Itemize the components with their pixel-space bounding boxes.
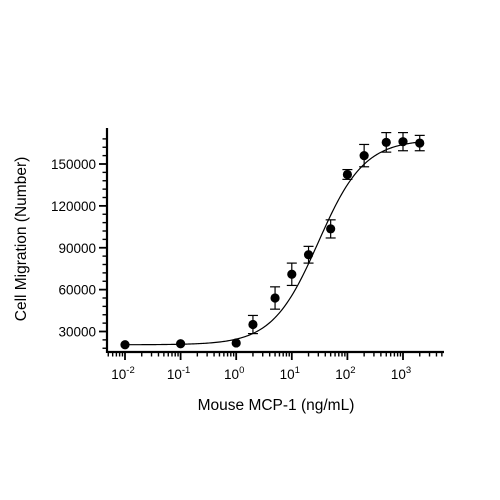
x-tick-label: 100 xyxy=(224,365,244,382)
data-point xyxy=(326,224,336,234)
data-point xyxy=(381,137,391,147)
fit-curve-layer xyxy=(125,141,420,346)
x-tick-label: 102 xyxy=(335,365,355,382)
y-axis-title: Cell Migration (Number) xyxy=(13,157,30,322)
data-point xyxy=(359,151,369,161)
data-point xyxy=(303,250,314,260)
y-axis: 30000 60000 90000 120000 150000 xyxy=(51,128,109,353)
x-tick-label: 10-2 xyxy=(111,365,134,382)
data-point xyxy=(176,339,186,349)
data-point xyxy=(342,169,352,180)
data-point xyxy=(270,293,280,303)
y-tick-label: 90000 xyxy=(58,241,96,256)
fit-curve xyxy=(125,141,420,346)
x-axis: 10-2 10-1 100 101 102 103 xyxy=(107,350,444,382)
y-tick-label: 150000 xyxy=(51,157,96,172)
y-tick-label: 30000 xyxy=(58,325,96,340)
data-point xyxy=(287,269,297,279)
y-tick-label: 60000 xyxy=(58,283,96,298)
data-point xyxy=(231,338,241,348)
y-tick-label: 120000 xyxy=(51,199,96,214)
data-point xyxy=(120,340,130,350)
data-points-layer xyxy=(120,137,425,350)
x-tick-label: 103 xyxy=(391,365,411,382)
data-point xyxy=(248,319,258,330)
x-tick-label: 101 xyxy=(280,365,300,382)
x-axis-title: Mouse MCP-1 (ng/mL) xyxy=(198,397,355,414)
data-point xyxy=(398,137,408,147)
data-point xyxy=(415,138,425,148)
x-tick-label: 10-1 xyxy=(167,365,190,382)
error-bars-layer xyxy=(247,131,425,335)
